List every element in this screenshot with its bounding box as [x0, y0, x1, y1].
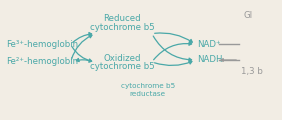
- Text: cytochrome b5: cytochrome b5: [90, 62, 155, 71]
- Text: Reduced: Reduced: [103, 15, 141, 24]
- Text: cytochrome b5: cytochrome b5: [90, 23, 155, 32]
- Text: NADH: NADH: [197, 55, 223, 65]
- Text: reductase: reductase: [130, 91, 166, 97]
- Text: NAD⁺: NAD⁺: [197, 40, 221, 49]
- Text: 1,3 b: 1,3 b: [241, 67, 263, 76]
- Text: cytochrome b5: cytochrome b5: [121, 83, 175, 89]
- Text: Fe²⁺-hemoglobin: Fe²⁺-hemoglobin: [6, 57, 78, 66]
- Text: Gl: Gl: [244, 11, 253, 20]
- Text: Fe³⁺-hemoglobin: Fe³⁺-hemoglobin: [6, 40, 78, 49]
- Text: Oxidized: Oxidized: [103, 54, 141, 63]
